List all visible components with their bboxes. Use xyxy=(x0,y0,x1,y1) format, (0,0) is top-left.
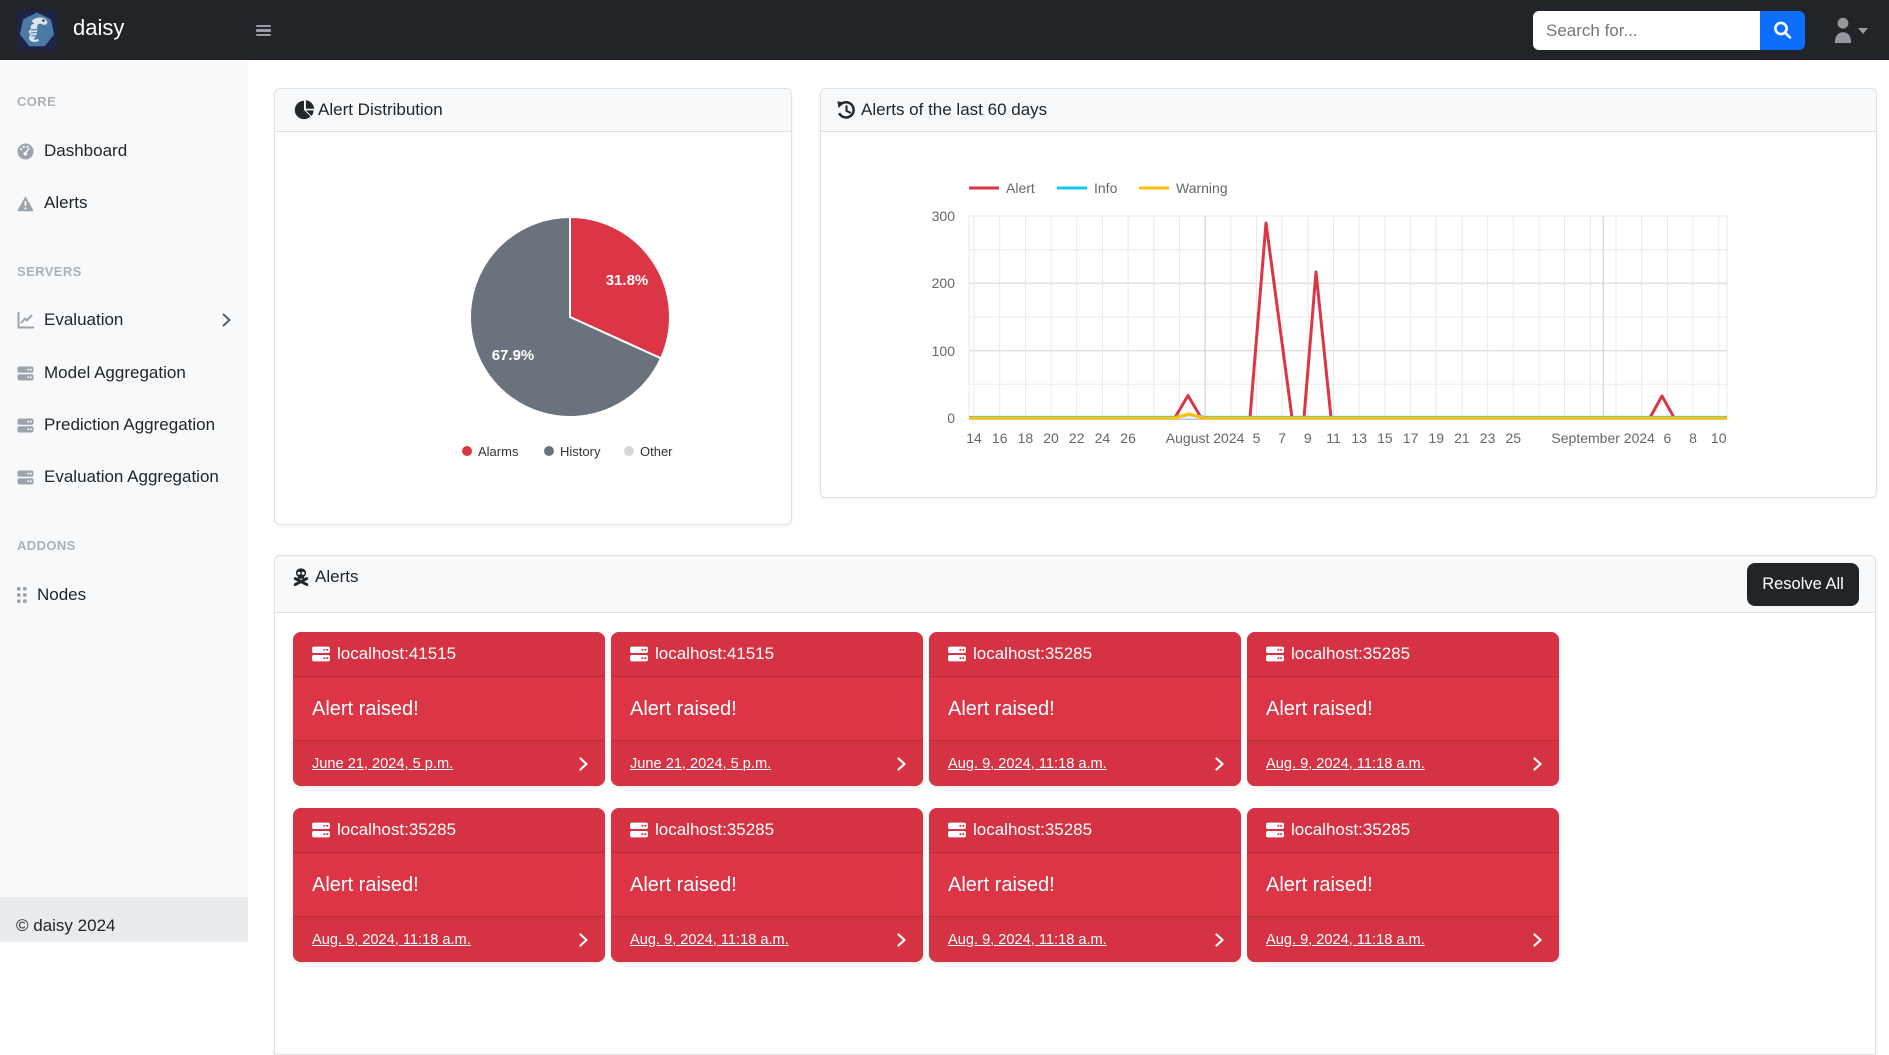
svg-text:19: 19 xyxy=(1428,430,1444,446)
svg-text:August 2024: August 2024 xyxy=(1166,430,1245,446)
svg-text:67.9%: 67.9% xyxy=(492,347,535,364)
svg-text:26: 26 xyxy=(1120,430,1136,446)
svg-text:Info: Info xyxy=(1094,180,1118,196)
svg-text:300: 300 xyxy=(932,208,956,224)
svg-text:15: 15 xyxy=(1377,430,1393,446)
svg-text:Warning: Warning xyxy=(1176,180,1228,196)
svg-text:10: 10 xyxy=(1711,430,1727,446)
svg-text:14: 14 xyxy=(966,430,982,446)
svg-text:17: 17 xyxy=(1403,430,1419,446)
svg-text:9: 9 xyxy=(1304,430,1312,446)
svg-text:8: 8 xyxy=(1689,430,1697,446)
svg-text:11: 11 xyxy=(1326,430,1341,446)
svg-text:20: 20 xyxy=(1043,430,1059,446)
svg-text:100: 100 xyxy=(932,343,956,359)
svg-text:16: 16 xyxy=(992,430,1008,446)
svg-text:25: 25 xyxy=(1506,430,1522,446)
svg-text:18: 18 xyxy=(1018,430,1034,446)
svg-text:History: History xyxy=(560,444,601,459)
svg-text:13: 13 xyxy=(1351,430,1367,446)
svg-text:September 2024: September 2024 xyxy=(1551,430,1655,446)
svg-text:5: 5 xyxy=(1253,430,1261,446)
svg-text:31.8%: 31.8% xyxy=(606,272,649,289)
svg-text:7: 7 xyxy=(1278,430,1286,446)
svg-text:22: 22 xyxy=(1069,430,1085,446)
svg-text:24: 24 xyxy=(1095,430,1111,446)
svg-text:Alarms: Alarms xyxy=(478,444,519,459)
svg-text:6: 6 xyxy=(1664,430,1672,446)
svg-text:0: 0 xyxy=(947,410,955,426)
svg-text:200: 200 xyxy=(932,275,956,291)
svg-text:21: 21 xyxy=(1454,430,1470,446)
svg-text:23: 23 xyxy=(1480,430,1496,446)
svg-text:Other: Other xyxy=(640,444,673,459)
svg-text:Alert: Alert xyxy=(1006,180,1035,196)
